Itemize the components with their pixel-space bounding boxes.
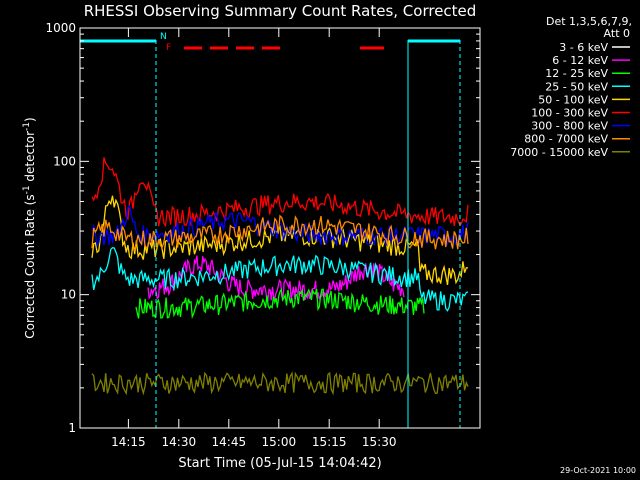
legend-label: 800 - 7000 keV	[524, 133, 608, 146]
footer-date: 29-Oct-2021 10:00	[560, 466, 636, 475]
y-axis-label-end: )	[23, 117, 37, 122]
series-line-800to7000keV	[91, 214, 469, 252]
series-layer	[91, 157, 469, 396]
legend-label: 50 - 100 keV	[538, 93, 608, 106]
y-axis-label: Corrected Count Rate (s-1 detector-1)	[22, 117, 37, 338]
legend-label: 300 - 800 keV	[531, 120, 608, 133]
series-line-50to100keV	[91, 195, 469, 286]
series-line-100to300keV	[91, 157, 469, 228]
chart-title: RHESSI Observing Summary Count Rates, Co…	[84, 2, 477, 20]
legend-label: 25 - 50 keV	[545, 80, 608, 93]
night-marker: N	[160, 32, 167, 42]
y-axis-label-main: Corrected Count Rate (s	[23, 194, 37, 338]
legend-label: 12 - 25 keV	[545, 67, 608, 80]
legend-label: 3 - 6 keV	[559, 41, 608, 54]
series-line-12to25keV	[135, 287, 425, 320]
series-line-25to50keV	[91, 247, 469, 312]
x-tick-label: 15:15	[312, 435, 347, 449]
y-axis-label-sup1: -1	[22, 185, 32, 194]
legend-label: 6 - 12 keV	[552, 54, 608, 67]
overlay-layer: NF	[80, 32, 461, 428]
series-line-7000to15000keV	[91, 371, 469, 396]
axes-layer: 1 10 100 1000 14:15 14:30 14:45 15:00 15:15 15:30	[45, 21, 481, 449]
y-tick-label: 10	[61, 288, 76, 302]
x-tick-label: 15:30	[362, 435, 397, 449]
x-axis-label: Start Time (05-Jul-15 14:04:42)	[178, 456, 381, 471]
x-tick-label: 14:30	[162, 435, 197, 449]
x-tick-label: 15:00	[262, 435, 297, 449]
x-tick-label: 14:45	[212, 435, 247, 449]
legend-header: Det 1,3,5,6,7,9,	[546, 15, 632, 28]
legend-label: 100 - 300 keV	[531, 107, 608, 120]
y-tick-label: 1	[68, 421, 76, 435]
y-tick-label: 100	[53, 154, 76, 168]
y-tick-label: 1000	[45, 21, 76, 35]
plot-frame	[79, 27, 481, 429]
x-tick-label: 14:15	[111, 435, 146, 449]
legend-attenuator: Att 0	[604, 27, 630, 40]
y-axis-label-mid: detector	[23, 131, 37, 186]
y-axis-label-sup2: -1	[22, 122, 32, 131]
flare-marker: F	[166, 43, 171, 53]
legend-label: 7000 - 15000 keV	[510, 146, 608, 159]
